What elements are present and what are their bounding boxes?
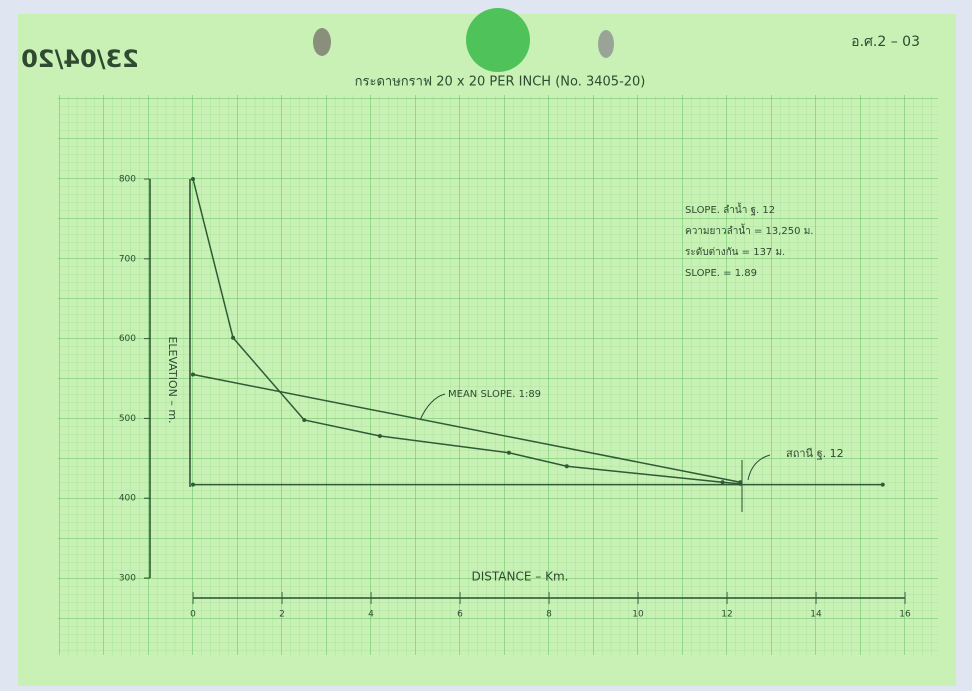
point — [231, 335, 236, 340]
leader — [419, 393, 446, 421]
leader — [747, 454, 771, 481]
point — [302, 417, 307, 422]
hole — [313, 28, 331, 56]
point — [880, 482, 885, 487]
x-axis-label: DISTANCE – Km. — [472, 570, 569, 584]
mean-slope-label: MEAN SLOPE. 1:89 — [448, 389, 541, 400]
form-code: อ.ศ.2 – 03 — [851, 34, 920, 50]
grid-major — [58, 95, 938, 655]
y-tick-label: 800 — [119, 175, 136, 185]
point — [738, 480, 743, 485]
info-line: SLOPE. ลำน้ำ ฐ. 12 — [685, 202, 775, 216]
y-tick-label: 700 — [119, 254, 136, 264]
info-line: ความยาวลำน้ำ = 13,250 ม. — [685, 223, 813, 237]
x-tick-label: 14 — [810, 610, 822, 620]
logo — [466, 8, 530, 72]
x-tick-label: 10 — [632, 610, 644, 620]
paper-label: กระดาษกราฟ 20 x 20 PER INCH (No. 3405-20… — [355, 75, 646, 90]
date-stamp: 23/04/20 — [21, 45, 139, 73]
station-label: สถานี ฐ. 12 — [786, 447, 844, 460]
x-tick-label: 16 — [899, 610, 911, 620]
series-line — [192, 373, 741, 483]
y-axis-label: ELEVATION – m. — [166, 336, 179, 423]
info-line: ระดับต่างกัน = 137 ม. — [685, 247, 785, 258]
x-tick-label: 0 — [190, 610, 196, 620]
point — [564, 464, 569, 469]
y-tick-label: 300 — [119, 574, 136, 584]
point — [720, 480, 725, 485]
hole — [598, 30, 614, 58]
x-tick-label: 2 — [279, 610, 285, 620]
point — [191, 177, 195, 181]
x-tick-label: 12 — [721, 610, 732, 620]
info-line: SLOPE. = 1.89 — [685, 268, 757, 279]
x-tick-label: 8 — [546, 610, 552, 620]
point — [191, 372, 195, 377]
x-tick-label: 4 — [368, 610, 374, 620]
point — [506, 450, 511, 455]
series-line — [192, 178, 741, 485]
point — [377, 433, 382, 438]
point — [191, 482, 195, 487]
x-tick-label: 6 — [457, 610, 463, 620]
y-tick-label: 500 — [119, 414, 136, 424]
y-tick-label: 600 — [119, 334, 136, 344]
y-tick-label: 400 — [119, 494, 136, 504]
